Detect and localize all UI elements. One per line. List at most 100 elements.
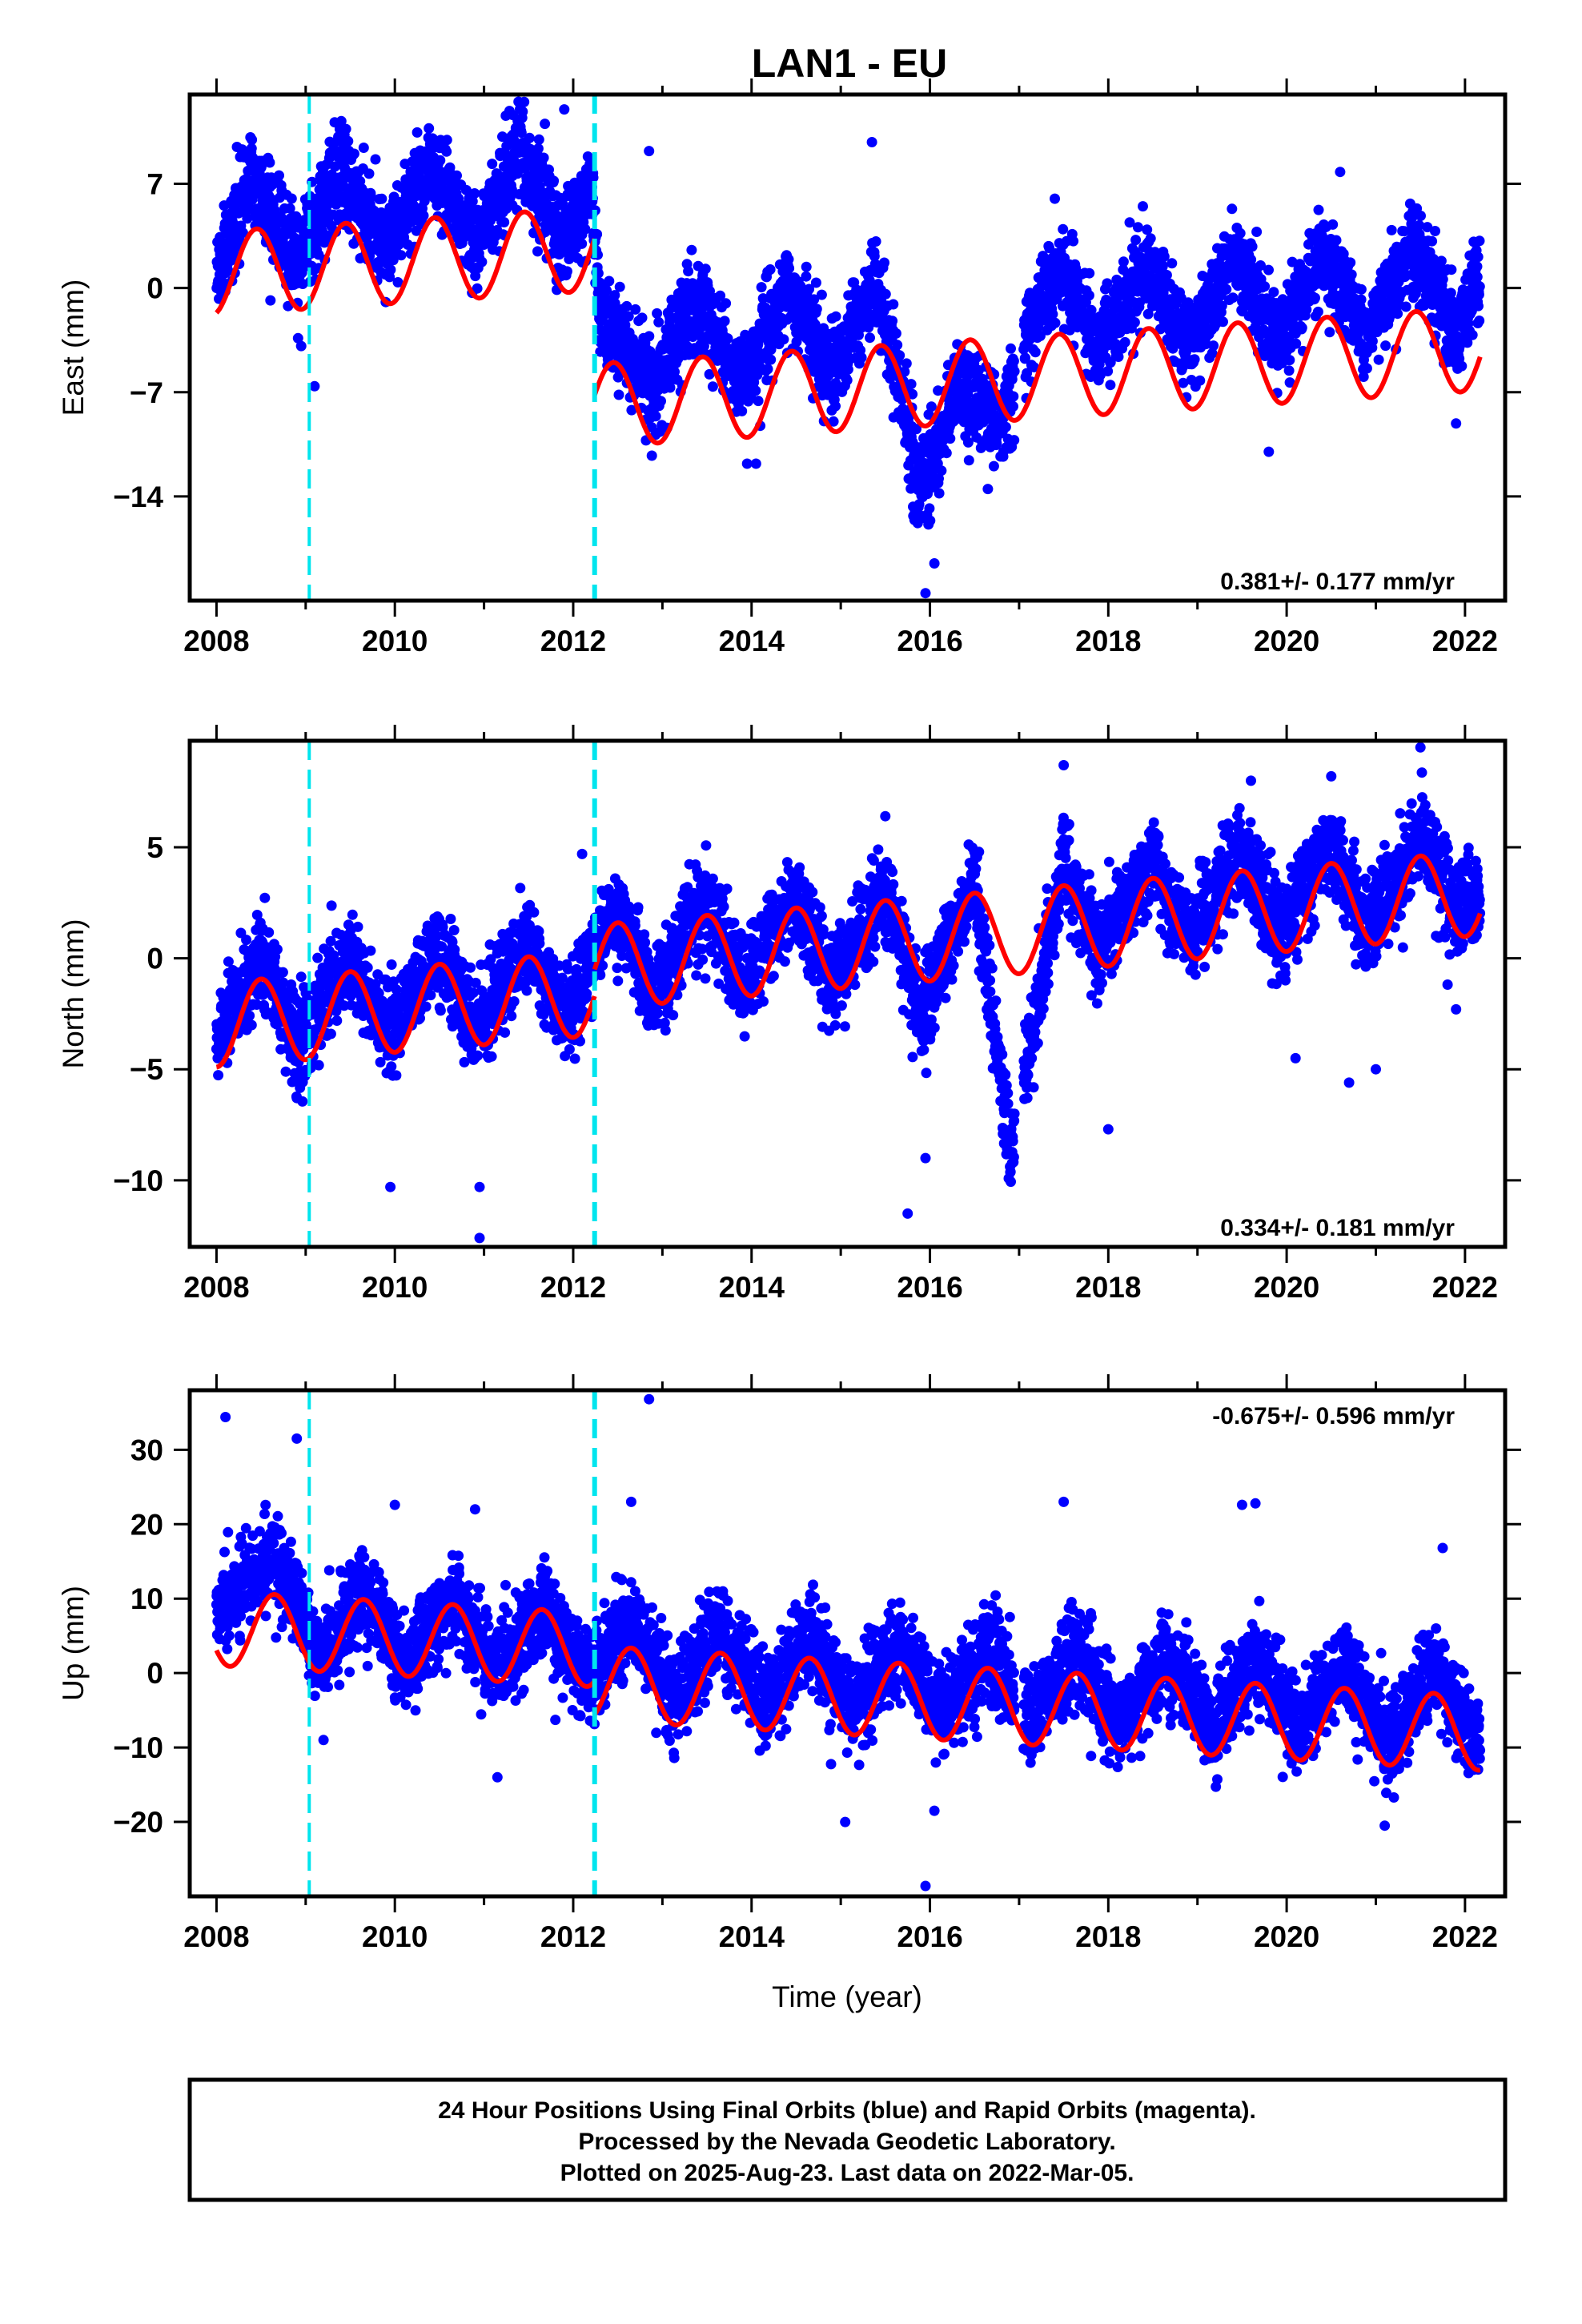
figure-title: LAN1 - EU	[752, 41, 947, 86]
data-point	[765, 344, 777, 356]
data-point	[1118, 256, 1129, 267]
data-point	[418, 210, 429, 221]
data-point	[636, 312, 648, 324]
east-panel: 2008 2010 2012 2014 2016 2018 2020 202270−7−14E…	[57, 78, 1521, 657]
data-point	[1259, 281, 1271, 292]
data-point	[936, 465, 947, 476]
data-point	[1008, 356, 1019, 367]
data-point	[1400, 301, 1411, 312]
x-tick-label: 2020	[1254, 625, 1319, 657]
data-point	[614, 281, 625, 292]
data-point	[1009, 366, 1020, 377]
data-point	[1058, 223, 1069, 235]
data-point	[1158, 251, 1170, 262]
data-point	[609, 298, 620, 309]
data-point	[1380, 340, 1391, 352]
outlier-point	[982, 484, 994, 495]
data-point	[865, 332, 875, 344]
data-point	[1386, 224, 1397, 235]
data-point	[1472, 271, 1483, 283]
data-point	[623, 311, 634, 322]
data-point	[620, 320, 631, 331]
data-point	[683, 266, 694, 277]
data-point	[830, 400, 841, 412]
data-point	[1355, 283, 1367, 295]
data-point	[292, 332, 303, 344]
data-point	[887, 316, 898, 327]
data-point	[1473, 300, 1484, 312]
data-point	[926, 401, 937, 412]
data-point	[828, 416, 839, 427]
outlier-point	[750, 458, 761, 469]
data-point	[762, 364, 773, 375]
data-point	[719, 316, 730, 327]
data-point	[1296, 322, 1307, 333]
outlier-point	[1451, 418, 1462, 429]
data-point	[1310, 292, 1320, 304]
data-point	[816, 289, 827, 300]
data-point	[707, 381, 718, 392]
data-point	[757, 293, 769, 304]
data-point	[1047, 308, 1058, 320]
outlier-point	[309, 380, 320, 392]
data-point	[340, 123, 351, 135]
data-point	[264, 157, 275, 168]
data-point	[1145, 233, 1156, 244]
data-point	[666, 294, 677, 305]
data-point	[756, 282, 767, 293]
data-point	[1113, 352, 1124, 362]
data-point	[460, 184, 472, 195]
data-point	[441, 146, 452, 157]
data-point	[1124, 217, 1135, 228]
data-point	[1392, 308, 1403, 320]
data-point	[809, 294, 820, 305]
data-point	[804, 283, 815, 295]
data-point	[801, 271, 812, 282]
y-tick-label: 7	[147, 168, 163, 201]
data-point	[576, 238, 588, 249]
data-point	[801, 261, 812, 272]
data-point	[392, 277, 404, 287]
data-point	[1084, 267, 1095, 279]
data-point	[213, 1070, 224, 1081]
data-point	[241, 935, 252, 946]
data-point	[601, 285, 612, 296]
data-point	[1138, 201, 1148, 212]
data-point	[1345, 257, 1356, 268]
north-panel: 2008 2010 2012 2014 2016 2018 2020 202250−5−10N…	[57, 725, 1521, 1304]
data-point	[363, 168, 375, 179]
y-tick-label: 0	[147, 272, 163, 305]
data-point	[244, 1010, 255, 1021]
x-tick-label: 2022	[1432, 625, 1498, 657]
data-point	[1050, 317, 1061, 328]
data-point	[1313, 204, 1324, 215]
data-point	[1446, 264, 1457, 275]
final-orbit-points	[211, 96, 1485, 599]
data-point	[1467, 329, 1478, 340]
data-point	[1247, 241, 1258, 252]
data-point	[941, 448, 952, 459]
data-point	[925, 515, 936, 526]
data-point	[1216, 300, 1227, 312]
x-tick-label: 2008	[183, 625, 249, 657]
data-point	[1283, 365, 1295, 376]
data-point	[424, 123, 435, 134]
data-point	[1435, 255, 1447, 267]
data-point	[1263, 264, 1274, 275]
data-point	[1008, 391, 1019, 402]
data-point	[1022, 368, 1033, 379]
data-point	[621, 300, 632, 312]
data-point	[1132, 222, 1143, 233]
data-point	[348, 148, 359, 159]
outlier-point	[644, 146, 655, 157]
data-point	[1227, 203, 1238, 215]
data-point	[1008, 401, 1018, 412]
data-point	[1284, 355, 1295, 366]
data-point	[532, 246, 543, 257]
x-tick-label: 2016	[897, 625, 962, 657]
outlier-point	[1263, 446, 1275, 457]
data-point	[1218, 316, 1228, 328]
plot-area	[211, 741, 1486, 1247]
data-point	[1331, 235, 1342, 246]
